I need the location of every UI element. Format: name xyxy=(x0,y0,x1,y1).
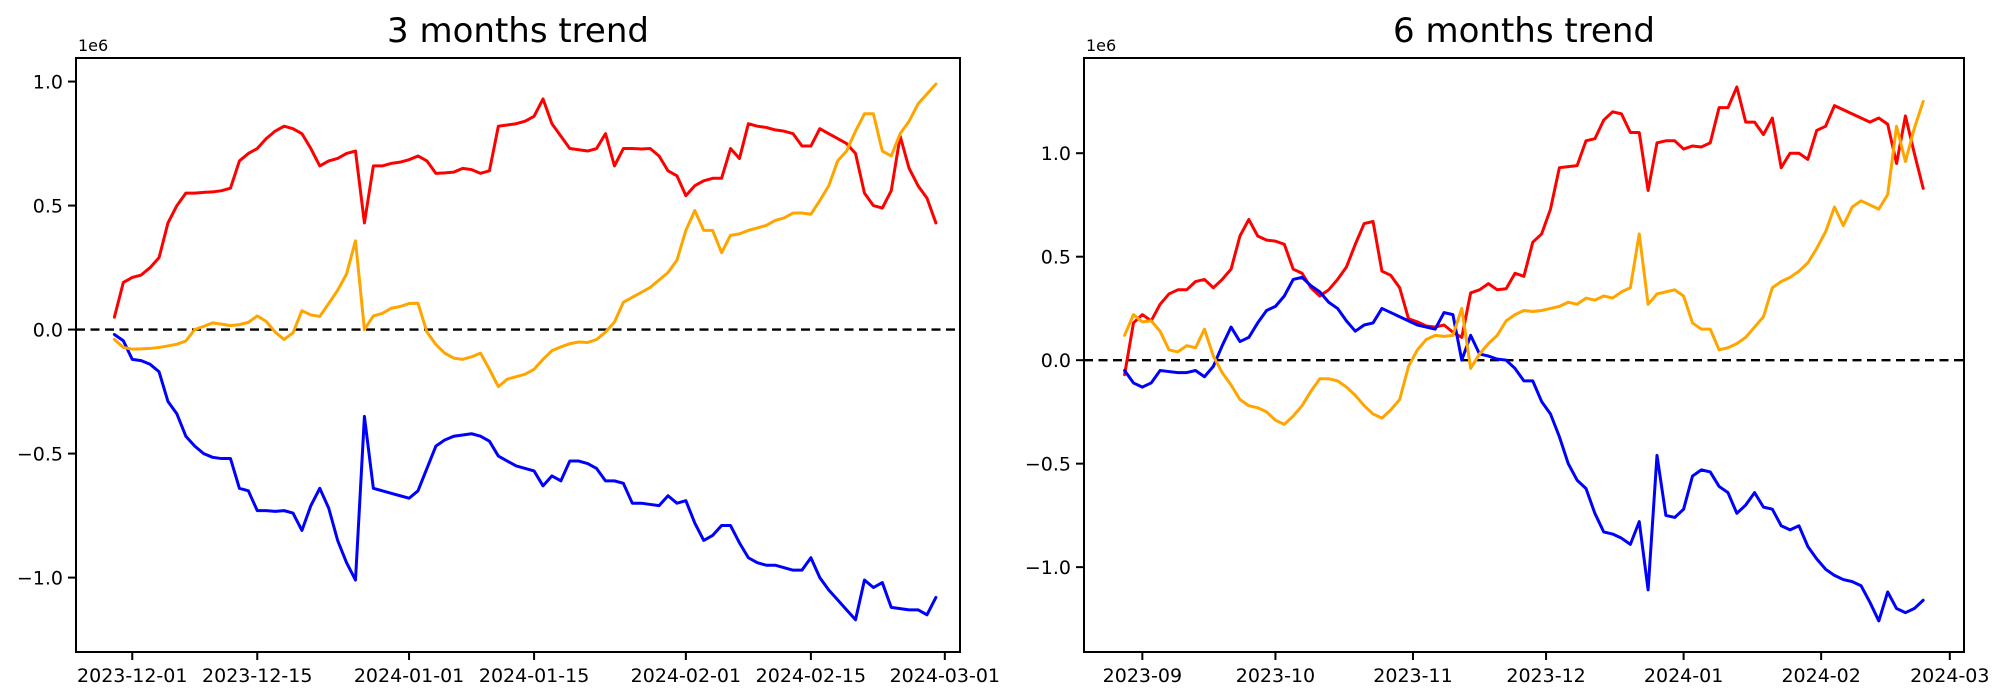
blue-series-line xyxy=(1123,275,1925,623)
chart-title-left: 3 months trend xyxy=(387,11,649,51)
y-tick-label: −1.0 xyxy=(17,568,63,590)
y-tick-label: −1.0 xyxy=(1025,557,1071,579)
plot-border xyxy=(1083,57,1965,653)
orange-series-line xyxy=(112,82,938,389)
x-tick-label: 2023-12-15 xyxy=(202,665,312,687)
x-tick-label: 2023-12-01 xyxy=(77,665,187,687)
x-tick-label: 2024-01 xyxy=(1644,665,1723,687)
y-tick-label: 0.5 xyxy=(33,196,63,218)
y-tick-label: 1.0 xyxy=(1041,143,1071,165)
x-tick-label: 2023-09 xyxy=(1103,665,1182,687)
x-tick-label: 2023-10 xyxy=(1236,665,1315,687)
red-series-line xyxy=(1123,85,1925,377)
x-tick-label: 2024-01-15 xyxy=(479,665,589,687)
y-tick-label: 0.5 xyxy=(1041,247,1071,269)
x-tick-label: 2024-02-01 xyxy=(631,665,741,687)
x-tick-label: 2024-03 xyxy=(1910,665,1989,687)
x-tick-label: 2024-01-01 xyxy=(354,665,464,687)
y-tick-label: −0.5 xyxy=(17,444,63,466)
blue-series-line xyxy=(112,333,938,622)
x-tick-label: 2024-02 xyxy=(1781,665,1860,687)
plot-area-right: 2023-09 2023-10 2023-11 2023-12 2024-01 2024-… xyxy=(1025,57,1989,687)
y-tick-label: 1.0 xyxy=(33,72,63,94)
chart-title-right: 6 months trend xyxy=(1393,11,1655,51)
red-series-line xyxy=(112,97,938,319)
x-tick-label: 2024-02-15 xyxy=(756,665,866,687)
y-tick-label: −0.5 xyxy=(1025,454,1071,476)
orange-series-line xyxy=(1123,99,1925,426)
plot-border xyxy=(75,57,961,653)
y-tick-label: 0.0 xyxy=(33,320,63,342)
y-axis-multiplier-left: 1e6 xyxy=(78,36,108,55)
y-tick-label: 0.0 xyxy=(1041,350,1071,372)
plot-area-left: 2023-12-01 2023-12-15 2024-01-01 2024-01-15… xyxy=(17,57,1000,687)
y-axis-multiplier-right: 1e6 xyxy=(1086,36,1116,55)
x-tick-label: 2023-12 xyxy=(1506,665,1585,687)
x-tick-label: 2023-11 xyxy=(1373,665,1452,687)
chart-6-months-trend: 6 months trend 1e6 2023-09 2023-10 2023-11… xyxy=(1025,11,1990,687)
x-tick-label: 2024-03-01 xyxy=(890,665,1000,687)
chart-3-months-trend: 3 months trend 1e6 2023-12-01 2023-12-15 2… xyxy=(17,11,1000,687)
